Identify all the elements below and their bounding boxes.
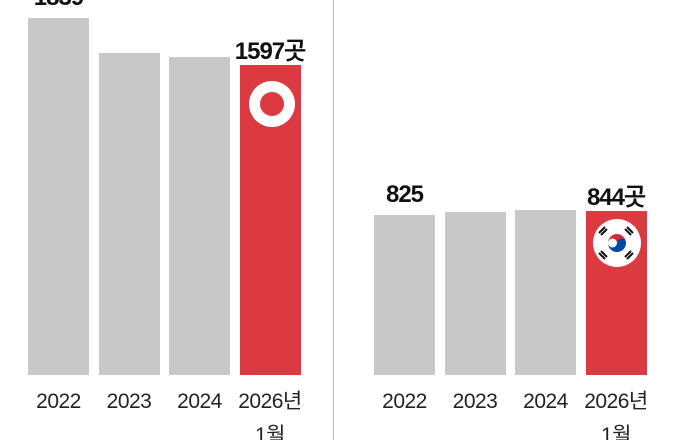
x-tick-label: 2024 <box>177 390 222 413</box>
bar <box>515 210 576 375</box>
trigrams <box>598 226 634 260</box>
bar <box>98 53 160 375</box>
taegeuk-blue <box>608 238 626 252</box>
bar <box>28 18 89 375</box>
divider <box>333 0 334 440</box>
value-label: 844곳 <box>586 184 646 212</box>
bar <box>169 57 230 375</box>
japan-flag-icon <box>249 81 295 127</box>
x-tick-label: 2024 <box>523 390 568 413</box>
value-label: 825 <box>385 180 424 208</box>
flag-sun <box>260 92 284 116</box>
x-tick-label: 2023 <box>106 390 152 413</box>
value-label: 1597곳 <box>234 38 306 66</box>
x-tick-label: 2022 <box>382 390 427 413</box>
x-tick-label: 2022 <box>36 390 81 413</box>
value-label: 1839 <box>0 0 119 12</box>
bar <box>374 214 435 375</box>
bar <box>444 211 506 375</box>
x-tick-label: 2026년 1월 <box>584 390 648 440</box>
x-tick-label: 2023 <box>452 390 498 413</box>
x-tick-label: 2026년 1월 <box>238 390 302 440</box>
korea-flag-icon <box>593 219 641 267</box>
